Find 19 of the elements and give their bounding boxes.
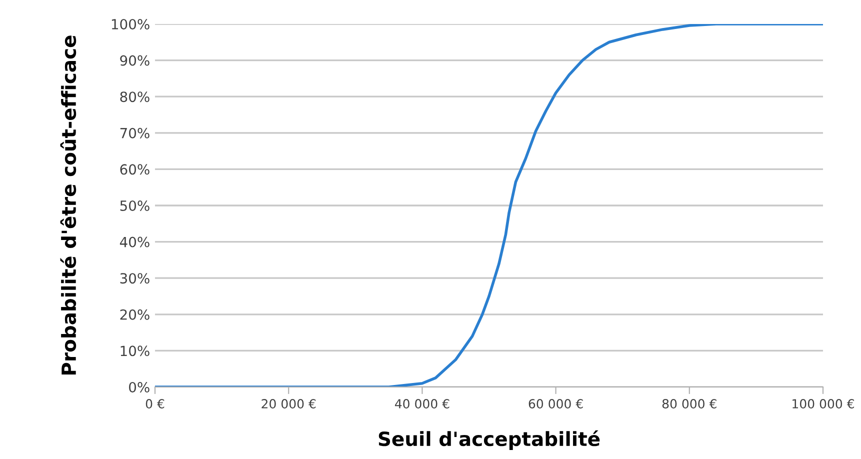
x-tick-label: 40 000 €	[394, 399, 450, 408]
y-tick-label: 20%	[120, 309, 150, 320]
x-tick-label: 80 000 €	[662, 399, 716, 408]
y-tick-label: 90%	[120, 55, 150, 66]
y-tick-label: 100%	[112, 18, 150, 30]
x-tick-label: 20 000 €	[262, 399, 316, 408]
x-tick-label: 60 000 €	[528, 399, 583, 408]
y-tick-label: 60%	[120, 164, 150, 175]
y-axis-title: Probabilité d'être coût-efficace	[60, 36, 76, 374]
y-tick-label: 30%	[120, 273, 150, 284]
y-tick-label: 40%	[120, 236, 150, 248]
y-tick-label: 70%	[120, 128, 150, 138]
x-tick-label: 0 €	[146, 399, 164, 408]
y-tick-label: 80%	[120, 92, 150, 102]
y-tick-label: 50%	[120, 200, 150, 211]
y-tick-label: 0%	[129, 382, 150, 392]
y-tick-label: 10%	[120, 346, 150, 356]
x-tick-label: 100 000 €	[792, 399, 854, 408]
x-axis-title: Seuil d'acceptabilité	[378, 430, 600, 450]
